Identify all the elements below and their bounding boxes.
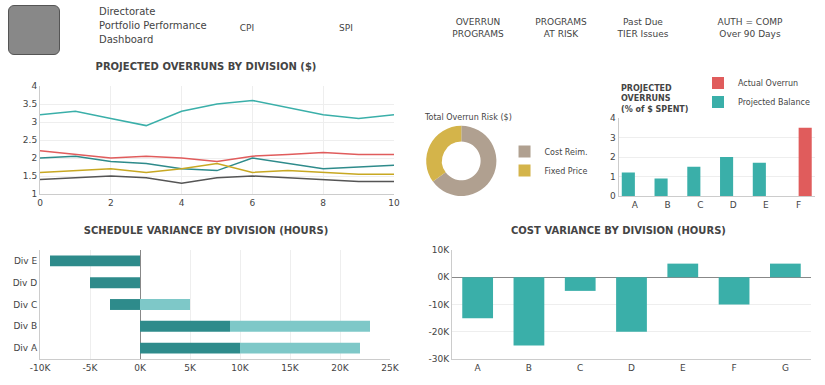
svg-text:E: E [763, 200, 769, 210]
svg-text:COST VARIANCE BY DIVISION (HOU: COST VARIANCE BY DIVISION (HOURS) [511, 225, 726, 236]
svg-text:6: 6 [250, 198, 256, 208]
html-text:SPI: SPI [339, 23, 353, 33]
svg-text:Div E: Div E [14, 256, 38, 266]
svg-text:2: 2 [31, 153, 37, 163]
html-text:AUTH = COMP Over 90 Days: AUTH = COMP Over 90 Days [717, 17, 783, 39]
svg-text:Cost Reim.: Cost Reim. [545, 148, 588, 157]
svg-text:10K: 10K [231, 363, 249, 373]
html-text:PROGRAMS AT RISK: PROGRAMS AT RISK [535, 17, 587, 39]
svg-text:1: 1 [610, 172, 616, 182]
svg-text:2: 2 [108, 198, 114, 208]
svg-text:3: 3 [31, 117, 37, 127]
svg-text:10K: 10K [432, 245, 450, 255]
svg-text:4: 4 [610, 113, 616, 123]
svg-text:D: D [730, 200, 737, 210]
svg-text:0: 0 [37, 198, 43, 208]
svg-text:20K: 20K [331, 363, 349, 373]
html-text:Portfolio Performance: Portfolio Performance [99, 20, 207, 31]
svg-text:-10K: -10K [429, 300, 451, 310]
svg-text:8: 8 [320, 198, 326, 208]
html-text:CPI: CPI [239, 23, 255, 33]
svg-text:B: B [526, 363, 532, 373]
svg-text:2.5: 2.5 [23, 135, 37, 145]
svg-text:Div C: Div C [13, 300, 37, 310]
svg-text:-5K: -5K [83, 363, 99, 373]
svg-text:C: C [577, 363, 583, 373]
svg-text:F: F [731, 363, 736, 373]
svg-text:Div A: Div A [13, 343, 38, 353]
html-text:OVERRUN PROGRAMS: OVERRUN PROGRAMS [452, 17, 504, 39]
svg-text:10: 10 [388, 198, 400, 208]
svg-text:B: B [665, 200, 671, 210]
svg-text:A: A [475, 363, 482, 373]
html-text:Dashboard: Dashboard [99, 34, 154, 45]
svg-text:SCHEDULE VARIANCE BY DIVISION: SCHEDULE VARIANCE BY DIVISION (HOURS) [84, 225, 328, 236]
svg-text:2: 2 [610, 152, 616, 162]
svg-text:Fixed Price: Fixed Price [545, 167, 588, 176]
svg-text:0: 0 [610, 191, 616, 201]
svg-text:1: 1 [31, 189, 37, 199]
svg-text:F: F [796, 200, 801, 210]
svg-text:PROJECTEDOVERRUNS(% of $ SPENT: PROJECTEDOVERRUNS(% of $ SPENT) [621, 84, 688, 114]
svg-text:Projected Balance: Projected Balance [738, 98, 810, 107]
svg-text:Div B: Div B [13, 321, 37, 331]
svg-text:C: C [697, 200, 703, 210]
svg-text:3.5: 3.5 [23, 99, 37, 109]
html-text:Directorate: Directorate [99, 6, 156, 17]
svg-text:Div D: Div D [13, 278, 38, 288]
svg-text:E: E [680, 363, 686, 373]
svg-text:Actual Overrun: Actual Overrun [738, 79, 798, 88]
svg-text:Total Overrun Risk ($): Total Overrun Risk ($) [424, 113, 512, 122]
svg-text:3: 3 [610, 133, 616, 143]
svg-text:4: 4 [179, 198, 185, 208]
svg-text:-10K: -10K [30, 363, 52, 373]
svg-text:25K: 25K [381, 363, 399, 373]
svg-text:G: G [782, 363, 789, 373]
svg-text:-30K: -30K [429, 354, 451, 364]
svg-text:0K: 0K [438, 272, 451, 282]
svg-text:PROJECTED OVERRUNS BY DIVISION: PROJECTED OVERRUNS BY DIVISION ($) [96, 61, 317, 72]
svg-text:15K: 15K [281, 363, 299, 373]
svg-text:5K: 5K [184, 363, 197, 373]
html-text:Past Due TIER Issues: Past Due TIER Issues [617, 17, 669, 39]
svg-text:-20K: -20K [429, 327, 451, 337]
svg-text:A: A [632, 200, 639, 210]
svg-text:0K: 0K [134, 363, 147, 373]
svg-text:1.5: 1.5 [23, 171, 37, 181]
svg-text:D: D [628, 363, 635, 373]
svg-text:4: 4 [31, 81, 37, 91]
